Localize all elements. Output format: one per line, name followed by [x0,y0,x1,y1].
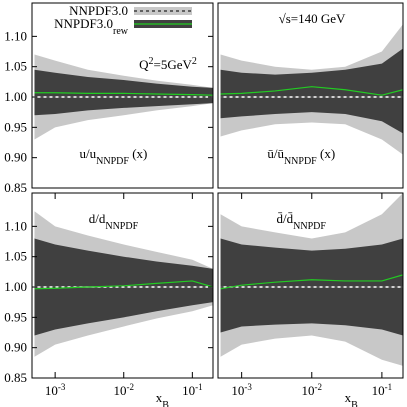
text-run: rew [113,26,129,37]
text-run: NNPDF3.0 [69,3,128,18]
y-tick-label: 1.00 [4,89,27,104]
panel-label: d̄/d̄NNPDF [277,211,327,232]
y-tick-label: 1.05 [4,59,27,74]
panel-frame [217,192,404,379]
text-run: (x) [129,146,147,161]
panel-label: ū/ūNNPDF (x) [267,146,335,167]
tick-base: 10 [302,383,315,398]
x-tick-label: 10-1 [182,382,203,398]
panel-label: u/uNNPDF (x) [80,146,148,167]
central-line [220,86,403,96]
tick-base: 10 [372,383,385,398]
x-tick-label: 10-3 [231,382,252,398]
x-tick-label: 10-1 [372,382,393,398]
plot-area [34,211,213,357]
y-tick-label: 0.90 [4,150,27,165]
error-band [34,69,213,116]
tick-exponent: -2 [126,382,134,392]
text-run: 2 [149,56,154,67]
text-run: NNPDF [105,221,138,232]
text-run: x [156,390,163,405]
y-tick-label: 0.95 [4,119,27,134]
text-run: d/d [89,211,106,226]
text-run: NNPDF [96,156,129,167]
error-band [220,48,403,134]
tick-base: 10 [231,383,244,398]
annotation: √s=140 GeV [279,11,346,26]
tick-exponent: -3 [58,382,66,392]
x-tick-label: 10-3 [45,382,66,398]
text-run: u/u [80,146,97,161]
text-run: NNPDF [293,221,326,232]
panel: 0.850.900.951.001.051.10u/uNNPDF (x)Q2=5… [4,2,214,195]
y-tick-label: 0.85 [4,180,27,195]
panel-frame [31,192,214,379]
text-run: 2 [192,56,197,67]
text-run: NNPDF [284,156,317,167]
central-line [34,92,213,96]
text-run: =5GeV [154,57,193,72]
panel-frame [31,2,214,189]
tick-exponent: -1 [385,382,393,392]
text-run: NNPDF3.0 [54,16,113,31]
tick-exponent: -1 [195,382,203,392]
y-tick-label: 0.90 [4,340,27,355]
y-tick-label: 1.05 [4,249,27,264]
legend-swatch [134,7,192,15]
text-run: d̄/d̄ [277,211,294,226]
text-run: B [162,400,169,407]
y-tick-label: 0.85 [4,370,27,385]
x-axis-label: xB [345,390,359,407]
tick-exponent: -2 [315,382,323,392]
text-run: B [351,400,358,407]
x-tick-label: 10-2 [113,382,134,398]
central-line [34,280,213,290]
panel: ū/ūNNPDF (x) √s=140 GeV [217,2,404,189]
panel-label: d/dNNPDF [89,211,139,232]
text-run: (x) [317,146,335,161]
legend-label: NNPDF3.0 [69,3,128,18]
y-tick-label: 1.10 [4,28,27,43]
y-tick-label: 1.10 [4,218,27,233]
text-run: √s=140 GeV [279,11,346,26]
plot-area [220,193,403,366]
legend-label: NNPDF3.0rew [54,16,129,37]
tick-exponent: -3 [244,382,252,392]
central-line [220,274,403,290]
tick-base: 10 [45,383,58,398]
tick-base: 10 [113,383,126,398]
text-run: Q [139,57,149,72]
x-tick-label: 10-2 [302,382,323,398]
tick-base: 10 [182,383,195,398]
text-run: x [345,390,352,405]
x-axis-label: xB [156,390,170,407]
plot-area [220,24,403,155]
annotation: Q2=5GeV2 [139,56,197,73]
text-run: ū/ū [267,146,284,161]
y-tick-label: 1.00 [4,279,27,294]
y-tick-label: 0.95 [4,309,27,324]
panel-frame [217,2,404,189]
plot-area [34,54,213,140]
